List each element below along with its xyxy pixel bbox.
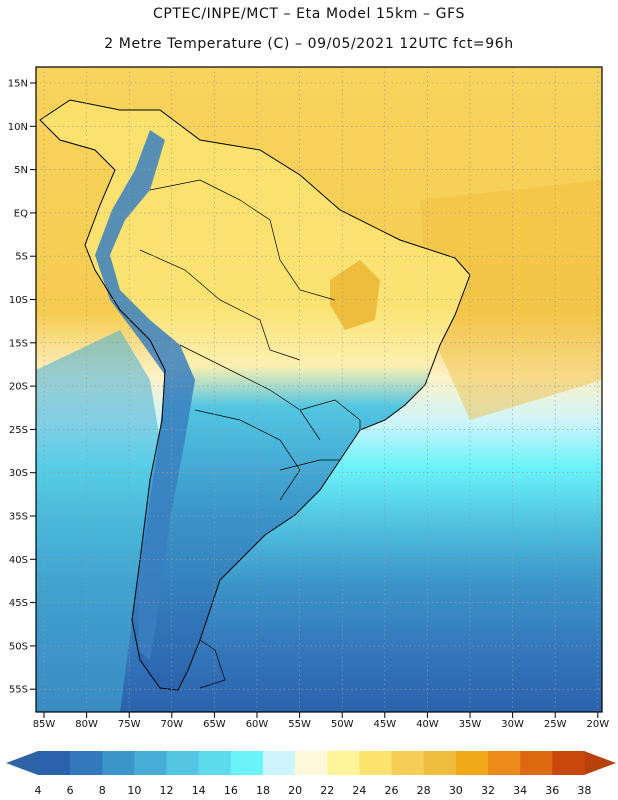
colorbar-label: 4: [35, 784, 42, 797]
lat-label: 20S: [9, 382, 28, 393]
coastline: [39, 99, 471, 691]
colorbar-label: 14: [192, 784, 206, 797]
lon-label: 60W: [246, 719, 269, 730]
colorbar-cell: [423, 751, 457, 775]
lon-label: 45W: [373, 719, 396, 730]
colorbar-label: 30: [449, 784, 463, 797]
colorbar-label: 28: [417, 784, 431, 797]
colorbar-label: 8: [99, 784, 106, 797]
colorbar-cell: [455, 751, 489, 775]
colorbar-cell: [70, 751, 103, 775]
lon-label: 35W: [459, 719, 482, 730]
colorbar-label: 36: [545, 784, 559, 797]
colorbar-label: 34: [513, 784, 527, 797]
colorbar-label: 20: [288, 784, 302, 797]
lon-label: 55W: [288, 719, 311, 730]
chart-title-source: CPTEC/INPE/MCT – Eta Model 15km – GFS: [152, 6, 466, 22]
colorbar-cell: [134, 751, 167, 775]
colorbar-cell: [359, 751, 392, 775]
colorbar-cell: [262, 751, 296, 775]
colorbar-cell: [198, 751, 232, 775]
lat-label: 10S: [9, 295, 28, 306]
atlantic-warm-pool: [420, 180, 602, 420]
lon-label: 50W: [331, 719, 354, 730]
colorbar-left-arrow: [6, 751, 38, 775]
colorbar-cell: [391, 751, 424, 775]
map-area: [36, 67, 602, 712]
colorbar-label: 32: [481, 784, 495, 797]
colorbar-cell: [38, 751, 71, 775]
colorbar-cell: [487, 751, 521, 775]
longitude-labels: 85W 80W 75W 70W 65W 60W 55W 50W 45W 40W 35W 30W 25W 2…: [33, 712, 609, 730]
colorbar-cell: [166, 751, 199, 775]
lat-label: 5N: [14, 165, 28, 176]
colorbar-label: 22: [320, 784, 334, 797]
colorbar-cell: [230, 751, 264, 775]
lat-label: 15S: [9, 338, 28, 349]
colorbar-label: 24: [352, 784, 366, 797]
lon-label: 65W: [203, 719, 226, 730]
chart-title-variable: 2 Metre Temperature (C) – 09/05/2021 12U…: [104, 36, 514, 52]
lat-label: EQ: [14, 208, 28, 219]
colorbar-label: 18: [256, 784, 270, 797]
colorbar-label: 16: [224, 784, 238, 797]
andes-cold-band: [95, 130, 195, 660]
colorbar-cell: [327, 751, 360, 775]
lat-label: 35S: [9, 512, 28, 523]
colorbar-label: 10: [127, 784, 141, 797]
lat-label: 50S: [9, 641, 28, 652]
lon-label: 40W: [416, 719, 439, 730]
lat-label: 5S: [15, 252, 28, 263]
map-frame: [35, 66, 603, 713]
colorbar-cell: [520, 751, 553, 775]
lat-label: 25S: [9, 425, 28, 436]
colorbar-cell: [552, 751, 585, 775]
latitude-labels: 15N 10N 5N EQ 5S 10S 15S 20S 25S 30S 35S 40S 45S 50S 5…: [8, 79, 36, 696]
colorbar-label: 38: [577, 784, 591, 797]
lon-label: 85W: [33, 719, 56, 730]
colorbar-cell: [102, 751, 135, 775]
lon-label: 25W: [544, 719, 567, 730]
country-borders: [139, 179, 361, 689]
colorbar-label: 12: [160, 784, 174, 797]
lon-label: 70W: [160, 719, 183, 730]
lat-label: 10N: [8, 122, 28, 133]
colorbar: 4 6 8 10 12 14 16 18 20 22 24 26 28 30 32 34 36 38: [6, 751, 616, 797]
colorbar-label: 6: [67, 784, 74, 797]
lon-label: 75W: [118, 719, 141, 730]
colorbar-cells: [38, 751, 585, 775]
lat-label: 30S: [9, 468, 28, 479]
lon-label: 80W: [75, 719, 98, 730]
colorbar-cell: [295, 751, 328, 775]
lat-label: 15N: [8, 79, 28, 90]
colorbar-right-arrow: [584, 751, 616, 775]
lat-label: 55S: [9, 685, 28, 696]
lat-label: 45S: [9, 598, 28, 609]
colorbar-labels: 4 6 8 10 12 14 16 18 20 22 24 26 28 30 32 34 36 38: [35, 784, 592, 797]
lon-label: 20W: [586, 719, 609, 730]
lat-label: 40S: [9, 555, 28, 566]
lon-label: 30W: [501, 719, 524, 730]
colorbar-label: 26: [385, 784, 399, 797]
hot-spot-central-brazil: [330, 260, 380, 330]
